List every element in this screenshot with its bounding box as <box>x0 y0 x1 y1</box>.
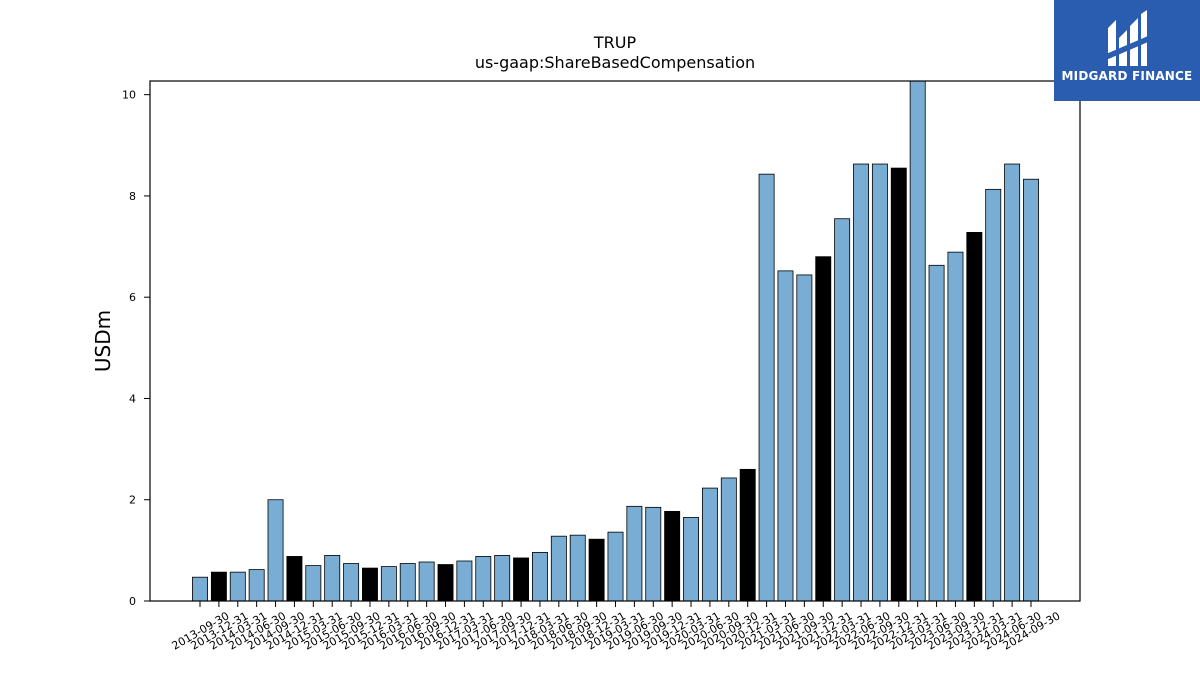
plot-frame <box>149 80 1081 602</box>
bar-2014-12-31 <box>286 556 303 602</box>
bar-2014-09-30 <box>267 499 284 602</box>
bar-2017-09-30 <box>494 555 511 602</box>
bar-2024-03-31 <box>985 188 1002 602</box>
x-axis: 2013-09-302013-12-312014-03-312014-06-30… <box>170 601 1063 653</box>
bar-2024-06-30 <box>1004 163 1021 602</box>
bar-2013-12-31 <box>210 571 227 602</box>
brand-logo: MIDGARD FINANCE <box>1054 0 1200 101</box>
bar-2018-12-31 <box>588 538 605 602</box>
bar-2014-06-30 <box>248 569 265 602</box>
bar-2013-09-30 <box>192 576 208 602</box>
bar-2023-12-31 <box>966 231 983 602</box>
bar-2017-06-30 <box>475 556 492 602</box>
bars-group <box>192 80 1039 602</box>
midgard-logo-icon <box>1106 10 1148 66</box>
bar-2018-09-30 <box>569 534 586 602</box>
y-axis: 0 2 4 6 8 10 <box>122 89 150 608</box>
bar-2018-03-31 <box>532 551 548 602</box>
bar-2014-03-31 <box>229 571 246 602</box>
bar-2019-03-31 <box>607 531 624 602</box>
bar-2017-03-31 <box>456 560 473 602</box>
bar-2024-09-30 <box>1023 178 1039 602</box>
bar-2022-12-31 <box>890 167 907 602</box>
bar-2021-03-31 <box>758 173 775 602</box>
bar-2023-06-30 <box>928 264 945 602</box>
bar-2016-09-30 <box>418 561 435 602</box>
bar-2022-09-30 <box>871 163 888 602</box>
bar-2023-03-31 <box>909 80 926 602</box>
y-axis-label: USDm <box>91 310 115 372</box>
bar-2019-06-30 <box>626 505 643 602</box>
bar-2015-03-31 <box>305 565 322 602</box>
bar-2016-06-30 <box>399 563 416 602</box>
bar-2021-09-30 <box>796 274 813 602</box>
bar-2015-06-30 <box>324 555 341 602</box>
y-tick-label: 6 <box>129 291 136 304</box>
chart-title: TRUP <box>593 33 637 52</box>
y-tick-label: 2 <box>129 494 136 507</box>
bar-2015-12-31 <box>362 567 378 602</box>
bar-2022-03-31 <box>834 218 851 602</box>
y-tick-label: 10 <box>122 89 136 102</box>
bar-2022-06-30 <box>853 163 869 602</box>
y-tick-label: 0 <box>129 595 136 608</box>
bar-2020-06-30 <box>701 487 718 602</box>
bar-2019-09-30 <box>645 506 662 602</box>
bar-2020-03-31 <box>683 517 699 602</box>
bar-2016-03-31 <box>380 566 397 602</box>
bar-2021-12-31 <box>815 256 832 602</box>
bar-2017-12-31 <box>513 557 530 602</box>
bar-2016-12-31 <box>437 564 454 602</box>
bar-2020-12-31 <box>739 468 756 602</box>
bar-2015-09-30 <box>343 563 360 602</box>
y-tick-label: 4 <box>129 392 136 405</box>
bar-2023-09-30 <box>947 251 964 602</box>
y-tick-label: 8 <box>129 190 136 203</box>
bar-2019-12-31 <box>664 510 681 602</box>
chart-subtitle: us-gaap:ShareBasedCompensation <box>475 53 755 72</box>
bar-2018-06-30 <box>550 535 567 602</box>
brand-name: MIDGARD FINANCE <box>1061 69 1193 83</box>
bar-2020-09-30 <box>720 477 737 602</box>
bar-2021-06-30 <box>777 270 794 602</box>
